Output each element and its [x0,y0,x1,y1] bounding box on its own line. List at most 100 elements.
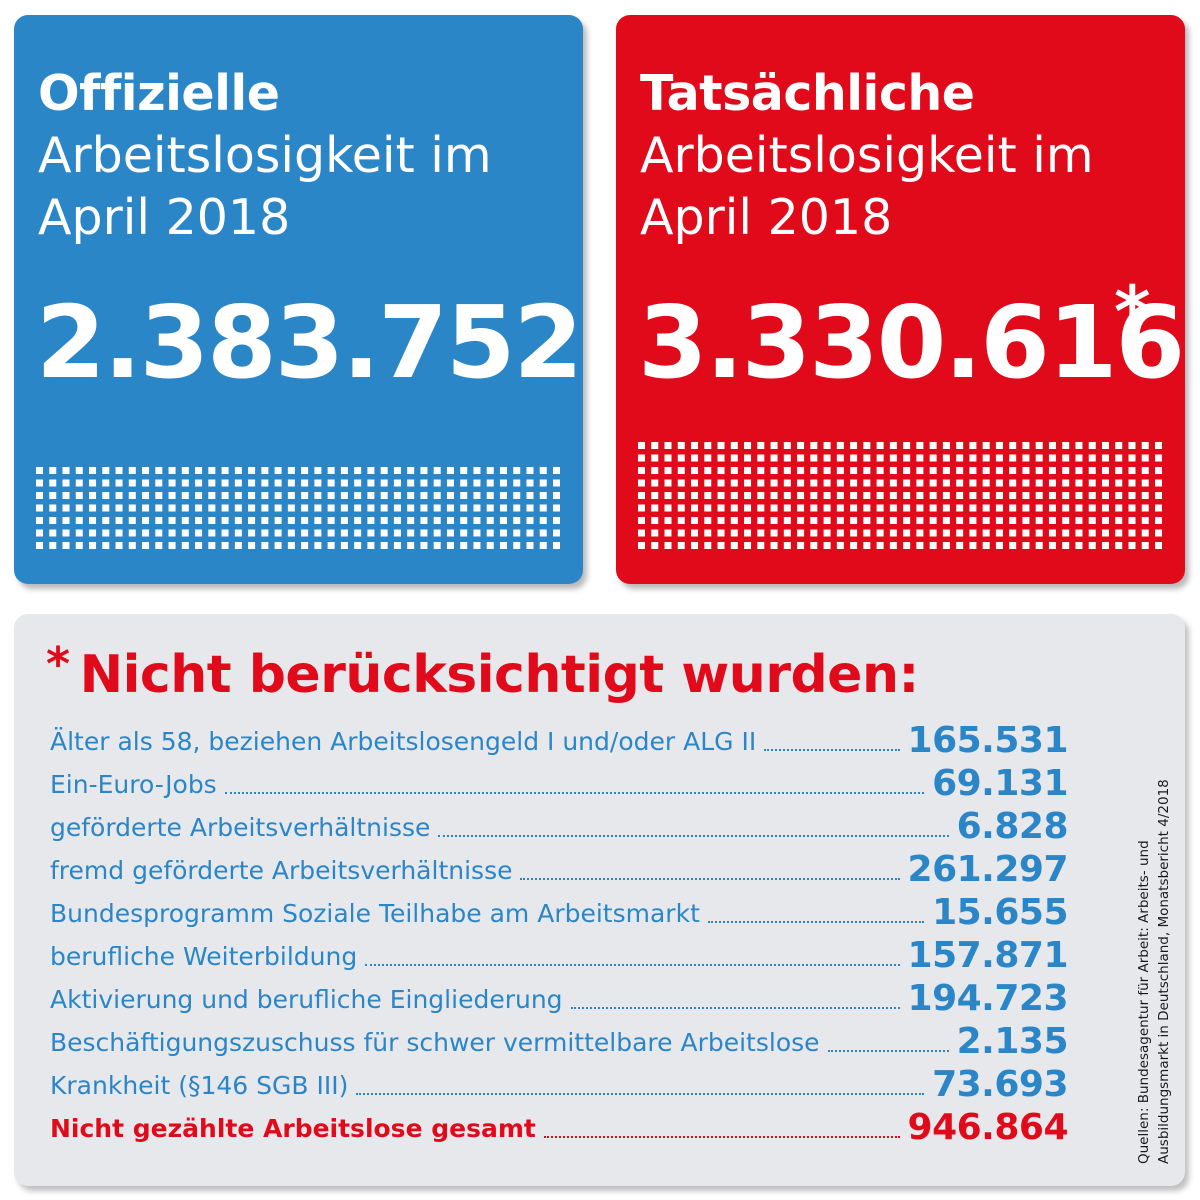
dot [730,467,738,474]
dot [181,517,189,524]
dot [797,542,805,549]
dot [1022,492,1030,499]
dot [1035,492,1043,499]
dot [863,504,871,512]
dot [526,492,534,499]
dot [446,492,454,499]
list-item: Bundesprogramm Soziale Teilhabe am Arbei… [50,891,1068,934]
dot [823,467,831,474]
dot [704,454,712,462]
dot [89,542,97,549]
dot [393,492,401,499]
dot [539,517,547,524]
dot [797,454,805,462]
dot [850,467,858,474]
dot [982,542,990,549]
dot [783,479,791,487]
dot [717,479,725,487]
dot [1155,529,1162,537]
dot [969,492,977,499]
dot [208,529,216,537]
item-value: 15.655 [932,892,1068,933]
dot [301,517,309,524]
dot [420,467,428,474]
dotted-leader [520,878,900,880]
dot [1141,542,1149,549]
dot [195,542,203,549]
dot [876,454,884,462]
dot [407,529,415,537]
dot [36,479,43,487]
dot [1101,542,1109,549]
dot [956,529,964,537]
item-label: Älter als 58, beziehen Arbeitslosengeld … [50,727,757,756]
dot [539,492,547,499]
dot [274,529,282,537]
dot [89,492,97,499]
dot [62,492,70,499]
dot [367,529,375,537]
dot [420,504,428,512]
dot [49,542,57,549]
dot [677,529,685,537]
dotted-leader [827,1050,949,1052]
dot [1035,504,1043,512]
dot [744,517,752,524]
dot [916,454,924,462]
dot [142,467,150,474]
dotted-leader [356,1093,925,1095]
dot [903,504,911,512]
dot [1128,542,1136,549]
dot [208,504,216,512]
dot [969,529,977,537]
actual-title-line3: April 2018 [640,189,893,246]
dot [274,504,282,512]
dot [314,467,322,474]
dot [433,517,441,524]
dot [1141,529,1149,537]
dot [248,479,256,487]
dot [248,492,256,499]
dot [1009,529,1017,537]
dot [889,504,897,512]
dot [36,467,43,474]
dot [1048,529,1056,537]
dot [287,542,295,549]
list-item: fremd geförderte Arbeitsverhältnisse 261.… [50,848,1069,891]
dot [638,442,645,449]
item-label: geförderte Arbeitsverhältnisse [50,813,431,842]
dot [1088,517,1096,524]
dot [1048,542,1056,549]
dot [876,504,884,512]
dot [810,467,818,474]
dot [1022,454,1030,462]
dot [513,517,521,524]
list-item: Beschäftigungszuschuss für schwer vermit… [50,1020,1069,1063]
dot [155,492,163,499]
dot [195,517,203,524]
dot [929,442,937,449]
dot [1088,492,1096,499]
dot [783,529,791,537]
dot [208,479,216,487]
dot [770,529,778,537]
dot [354,542,362,549]
dot [499,542,507,549]
dot [664,542,672,549]
dot [393,542,401,549]
dot [969,479,977,487]
dot [327,517,335,524]
dot [823,504,831,512]
dotted-leader [365,964,900,966]
dot [1075,529,1083,537]
dot [301,504,309,512]
dot [221,492,229,499]
dot [49,479,57,487]
dot [128,492,136,499]
dot [195,467,203,474]
dot [208,517,216,524]
dot [102,467,110,474]
dot [783,504,791,512]
dot [433,492,441,499]
dot [1155,542,1162,549]
